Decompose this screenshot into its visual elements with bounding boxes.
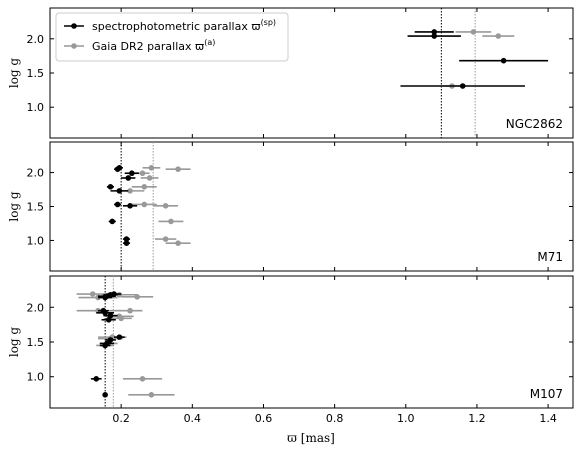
data-point-sp — [102, 342, 108, 349]
data-point-a — [168, 218, 174, 225]
data-point-sp — [127, 203, 133, 209]
data-point-a — [141, 201, 148, 208]
y-axis-label: log g — [7, 58, 21, 89]
cluster-label: NGC2862 — [506, 117, 563, 131]
data-point-sp — [107, 337, 114, 343]
data-point-sp — [107, 184, 114, 190]
legend-label-a: Gaia DR2 parallax ϖ(a) — [92, 38, 215, 53]
data-point-sp — [123, 240, 130, 246]
data-point-sp — [114, 166, 121, 172]
data-point-sp — [431, 33, 438, 39]
legend-marker-a — [71, 43, 77, 49]
data-point-a — [162, 203, 169, 209]
x-tick-label: 0.2 — [112, 412, 130, 425]
y-tick-label: 2.0 — [27, 167, 45, 180]
panel-frame — [49, 275, 574, 409]
data-point-sp — [125, 175, 132, 181]
legend-frame — [55, 12, 289, 62]
data-point-sp — [102, 392, 108, 398]
y-tick-label: 1.5 — [27, 201, 45, 214]
x-tick-label: 0.8 — [326, 412, 344, 425]
data-point-a — [162, 236, 169, 242]
data-point-sp — [123, 236, 130, 242]
y-axis-label: log g — [7, 327, 21, 358]
y-tick-label: 2.0 — [27, 301, 45, 314]
y-tick-label: 1.5 — [27, 336, 45, 349]
cluster-label: M71 — [537, 250, 563, 264]
x-tick-label: 1.2 — [468, 412, 486, 425]
y-tick-label: 1.0 — [27, 371, 45, 384]
x-axis-label: ϖ [mas] — [287, 431, 335, 445]
y-tick-label: 1.0 — [27, 101, 45, 114]
data-point-a — [175, 240, 181, 246]
x-tick-label: 1.4 — [539, 412, 557, 425]
y-tick-label: 1.0 — [27, 234, 45, 247]
data-point-sp — [431, 29, 438, 35]
panel-ngc2862: 1.0 1.5 2.0 log g NGC2862 — [7, 7, 574, 139]
data-point-sp — [93, 376, 100, 382]
panel-m107: 1.0 1.5 2.0 log g M107 — [7, 275, 574, 409]
panel-m71: 1.0 1.5 2.0 log g M71 — [7, 141, 574, 272]
data-point-a — [148, 165, 155, 171]
data-point-a — [495, 33, 502, 39]
data-point-sp — [116, 334, 123, 340]
data-point-a — [127, 307, 133, 314]
y-tick-label: 2.0 — [27, 33, 45, 46]
data-point-sp — [129, 170, 135, 177]
data-point-sp — [102, 294, 108, 301]
data-point-a — [118, 315, 124, 322]
legend: spectrophotometric parallax ϖ(sp) Gaia DR… — [55, 12, 289, 62]
x-tick-label: 0.4 — [184, 412, 202, 425]
data-point-a — [139, 170, 146, 177]
data-point-a — [470, 29, 477, 35]
y-axis-label: log g — [7, 191, 21, 222]
data-point-sp — [105, 316, 112, 323]
data-point-a — [127, 188, 133, 194]
data-point-a — [146, 175, 153, 181]
y-tick-label: 1.5 — [27, 67, 45, 80]
data-point-a — [89, 291, 96, 297]
data-point-a — [148, 392, 155, 398]
x-tick-label: 0.6 — [255, 412, 273, 425]
data-point-a — [141, 184, 148, 190]
data-point-a — [139, 376, 146, 382]
data-point-sp — [114, 201, 121, 208]
legend-label-sp: spectrophotometric parallax ϖ(sp) — [92, 18, 276, 33]
data-point-a — [175, 166, 181, 172]
data-point-sp — [459, 83, 466, 89]
data-point-a — [134, 294, 140, 300]
legend-marker-sp — [71, 23, 77, 29]
cluster-label: M107 — [530, 387, 563, 401]
data-point-sp — [500, 57, 507, 64]
data-point-sp — [116, 188, 123, 194]
x-tick-label: 1.0 — [397, 412, 415, 425]
data-point-sp — [109, 218, 116, 225]
data-point-sp — [102, 310, 108, 316]
